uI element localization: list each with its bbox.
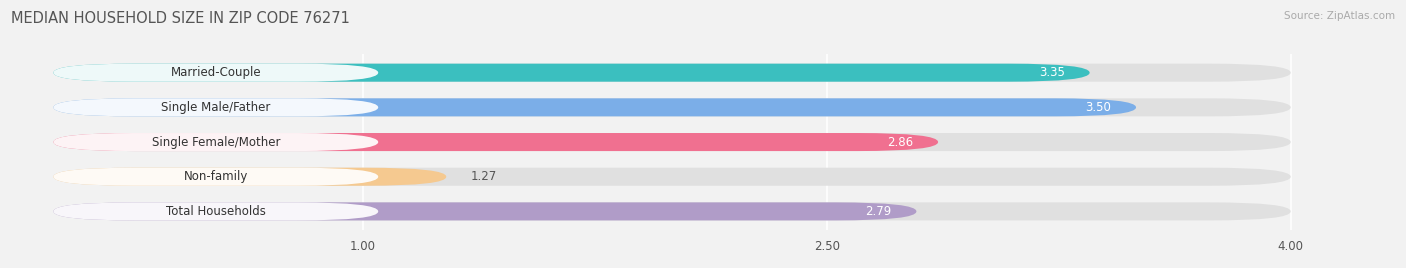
FancyBboxPatch shape xyxy=(53,202,1291,220)
Text: Single Male/Father: Single Male/Father xyxy=(162,101,270,114)
FancyBboxPatch shape xyxy=(53,98,378,116)
FancyBboxPatch shape xyxy=(53,133,378,151)
Text: Non-family: Non-family xyxy=(184,170,247,183)
FancyBboxPatch shape xyxy=(53,202,917,220)
Text: 2.79: 2.79 xyxy=(866,205,891,218)
FancyBboxPatch shape xyxy=(53,202,378,220)
FancyBboxPatch shape xyxy=(53,168,378,186)
Text: 3.50: 3.50 xyxy=(1085,101,1111,114)
Text: Source: ZipAtlas.com: Source: ZipAtlas.com xyxy=(1284,11,1395,21)
Text: 3.35: 3.35 xyxy=(1039,66,1064,79)
FancyBboxPatch shape xyxy=(53,64,1090,82)
FancyBboxPatch shape xyxy=(53,133,938,151)
Text: Married-Couple: Married-Couple xyxy=(170,66,262,79)
FancyBboxPatch shape xyxy=(53,168,446,186)
FancyBboxPatch shape xyxy=(53,64,1291,82)
FancyBboxPatch shape xyxy=(53,133,1291,151)
Text: 2.86: 2.86 xyxy=(887,136,914,148)
FancyBboxPatch shape xyxy=(53,168,1291,186)
FancyBboxPatch shape xyxy=(53,64,378,82)
Text: Single Female/Mother: Single Female/Mother xyxy=(152,136,280,148)
Text: MEDIAN HOUSEHOLD SIZE IN ZIP CODE 76271: MEDIAN HOUSEHOLD SIZE IN ZIP CODE 76271 xyxy=(11,11,350,26)
Text: 1.27: 1.27 xyxy=(471,170,498,183)
FancyBboxPatch shape xyxy=(53,98,1136,116)
Text: Total Households: Total Households xyxy=(166,205,266,218)
FancyBboxPatch shape xyxy=(53,98,1291,116)
